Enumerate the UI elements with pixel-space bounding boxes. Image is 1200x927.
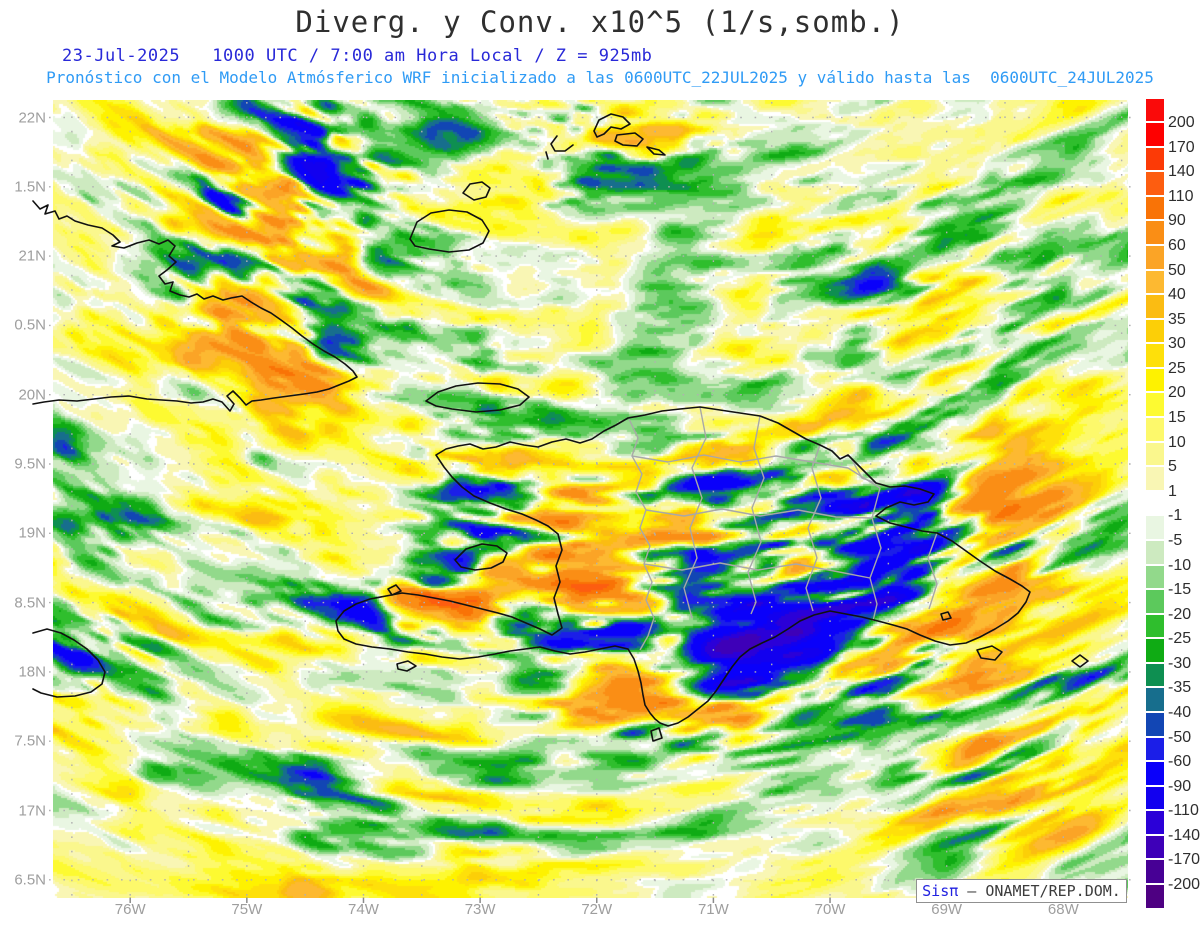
lon-axis-label: 69W <box>931 901 963 918</box>
colorbar-label: 170 <box>1168 138 1195 156</box>
colorbar-label: 1 <box>1168 482 1177 500</box>
lat-axis-label: 9.5N <box>14 455 46 473</box>
colorbar-segment <box>1146 540 1164 564</box>
colorbar-label: -25 <box>1168 630 1192 648</box>
colorbar-segment <box>1146 491 1164 515</box>
colorbar-segment <box>1146 418 1164 441</box>
colorbar-segment <box>1146 663 1164 687</box>
lat-axis-label: 1.5N <box>14 178 46 196</box>
valid-datetime-line: 23-Jul-2025 1000 UTC / 7:00 am Hora Loca… <box>62 46 653 66</box>
colorbar-label: -50 <box>1168 728 1192 746</box>
colorbar-segment <box>1146 98 1164 122</box>
colorbar-segment <box>1146 786 1164 810</box>
colorbar-label: -60 <box>1168 753 1192 771</box>
colorbar-label: 10 <box>1168 433 1186 451</box>
lat-axis-label: 20N <box>18 386 46 404</box>
colorbar-label: -1 <box>1168 507 1183 525</box>
colorbar-segment <box>1146 295 1164 318</box>
lon-axis-label: 71W <box>697 901 729 918</box>
colorbar-label: -200 <box>1168 876 1200 894</box>
colorbar-segment <box>1146 860 1164 884</box>
colorbar-segment <box>1146 885 1164 908</box>
lon-axis-label: 70W <box>814 901 846 918</box>
colorbar-label: 20 <box>1168 384 1186 402</box>
colorbar-segment <box>1146 123 1164 146</box>
colorbar-segment <box>1146 270 1164 294</box>
lon-axis-label: 75W <box>231 901 263 918</box>
lat-axis-label: 19N <box>18 524 46 542</box>
colorbar-segment <box>1146 811 1164 834</box>
colorbar-label: -5 <box>1168 531 1183 549</box>
colorbar-label: 110 <box>1168 187 1194 205</box>
lon-axis-label: 74W <box>348 901 379 918</box>
lat-axis-label: 8.5N <box>14 594 46 612</box>
lon-axis-label: 68W <box>1047 901 1079 918</box>
colorbar-segment <box>1146 147 1164 171</box>
colorbar-label: 90 <box>1168 212 1186 230</box>
colorbar-segment <box>1146 639 1164 662</box>
colorbar-segment <box>1146 713 1164 736</box>
colorbar-label: -90 <box>1168 777 1192 795</box>
colorbar-label: -15 <box>1168 581 1192 599</box>
colorbar-label: -30 <box>1168 654 1192 672</box>
colorbar-label: -20 <box>1168 605 1192 623</box>
colorbar-segment <box>1146 368 1164 392</box>
attribution-org: ONAMET/REP.DOM. <box>985 882 1121 900</box>
lon-axis-label: 76W <box>114 901 146 918</box>
lat-axis-label: 22N <box>18 109 46 126</box>
attribution-system: Sisπ <box>922 882 959 900</box>
colorbar-segment <box>1146 835 1164 859</box>
colorbar-label: 40 <box>1168 286 1186 304</box>
colorbar-segment <box>1146 393 1164 417</box>
lat-axis-label: 18N <box>18 663 46 681</box>
colorbar-segment <box>1146 737 1164 761</box>
colorbar-segment <box>1146 590 1164 613</box>
colorbar-segment <box>1146 172 1164 195</box>
attribution-separator: – <box>958 882 986 900</box>
colorbar-label: 50 <box>1168 261 1186 279</box>
colorbar-label: 15 <box>1168 409 1186 427</box>
colorbar-segment <box>1146 319 1164 343</box>
colorbar-segment <box>1146 221 1164 244</box>
colorbar-label: -10 <box>1168 556 1192 574</box>
colorbar-segment <box>1146 344 1164 367</box>
colorbar-segment <box>1146 688 1164 711</box>
colorbar-label: -35 <box>1168 679 1192 697</box>
colorbar-segment <box>1146 762 1164 785</box>
colorbar-segment <box>1146 196 1164 220</box>
colorbar-segment <box>1146 245 1164 269</box>
lat-axis-label: 6.5N <box>14 871 46 889</box>
colorbar-segment <box>1146 467 1164 490</box>
colorbar <box>1146 98 1164 910</box>
colorbar-label: -40 <box>1168 704 1192 721</box>
lon-axis-label: 72W <box>581 901 613 918</box>
lat-axis-label: 0.5N <box>14 316 46 334</box>
colorbar-label: 140 <box>1168 163 1195 181</box>
colorbar-segment <box>1146 442 1164 466</box>
page-title: Diverg. y Conv. x10^5 (1/s,somb.) <box>295 5 905 39</box>
divergence-field-canvas <box>53 100 1128 898</box>
colorbar-label: 5 <box>1168 458 1177 476</box>
colorbar-label: 30 <box>1168 335 1186 353</box>
forecast-model-line: Pronóstico con el Modelo Atmósferico WRF… <box>46 68 1154 87</box>
colorbar-label: 60 <box>1168 236 1186 254</box>
colorbar-segment <box>1146 516 1164 539</box>
colorbar-label: 200 <box>1168 114 1195 132</box>
colorbar-segment <box>1146 565 1164 589</box>
colorbar-label: 35 <box>1168 310 1186 328</box>
lon-axis-label: 73W <box>464 901 496 918</box>
lat-axis-label: 21N <box>18 247 46 265</box>
colorbar-label: -170 <box>1168 851 1200 869</box>
colorbar-label: -110 <box>1168 802 1199 820</box>
attribution-box: Sisπ – ONAMET/REP.DOM. <box>916 879 1127 903</box>
colorbar-label: -140 <box>1168 826 1200 844</box>
lat-axis-label: 17N <box>18 802 46 819</box>
lat-axis-label: 7.5N <box>14 732 46 750</box>
colorbar-segment <box>1146 614 1164 638</box>
colorbar-label: 25 <box>1168 359 1186 377</box>
